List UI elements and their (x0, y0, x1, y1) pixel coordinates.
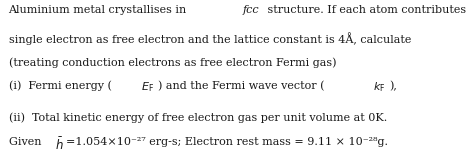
Text: =1.054×10⁻²⁷ erg-s; Electron rest mass = 9.11 × 10⁻²⁸g.: =1.054×10⁻²⁷ erg-s; Electron rest mass =… (66, 137, 388, 147)
Text: $k_\mathrm{F}$: $k_\mathrm{F}$ (373, 81, 385, 94)
Text: (ii)  Total kinetic energy of free electron gas per unit volume at 0K.: (ii) Total kinetic energy of free electr… (9, 112, 387, 123)
Text: (treating conduction electrons as free electron Fermi gas): (treating conduction electrons as free e… (9, 58, 336, 68)
Text: single electron as free electron and the lattice constant is 4Å, calculate: single electron as free electron and the… (9, 32, 411, 45)
Text: ),: ), (389, 81, 397, 91)
Text: $\bar{h}$: $\bar{h}$ (55, 137, 64, 152)
Text: (i)  Fermi energy (: (i) Fermi energy ( (9, 81, 111, 91)
Text: ) and the Fermi wave vector (: ) and the Fermi wave vector ( (158, 81, 325, 91)
Text: Given: Given (9, 137, 45, 147)
Text: structure. If each atom contributes: structure. If each atom contributes (264, 5, 466, 15)
Text: fcc: fcc (243, 5, 260, 15)
Text: $E_\mathrm{F}$: $E_\mathrm{F}$ (141, 81, 154, 94)
Text: Aluminium metal crystallises in: Aluminium metal crystallises in (9, 5, 190, 15)
